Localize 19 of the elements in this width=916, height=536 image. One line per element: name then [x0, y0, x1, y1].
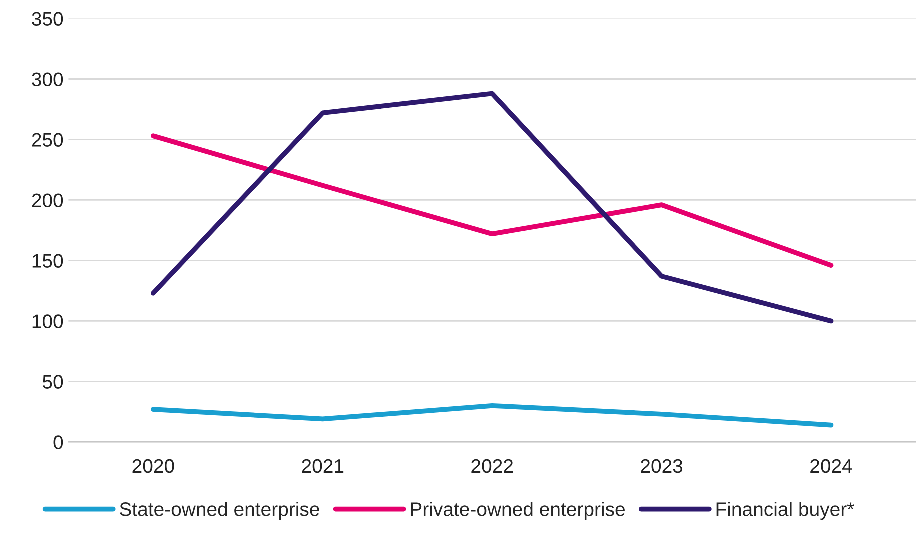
x-tick-label: 2022: [472, 459, 514, 474]
line-series: [151, 91, 834, 324]
y-tick-label: 150: [32, 254, 64, 268]
y-tick-label: 250: [32, 133, 64, 147]
y-tick-label: 100: [32, 314, 64, 328]
legend-label: Financial buyer*: [716, 502, 854, 520]
y-tick-label: 300: [32, 72, 64, 86]
x-tick-label: 2020: [132, 459, 174, 474]
x-tick-label: 2023: [641, 459, 683, 474]
x-tick-label: 2021: [302, 459, 344, 474]
legend-label: State-owned enterprise: [120, 502, 320, 520]
legend-label: Private-owned enterprise: [411, 502, 625, 520]
x-tick-label: 2024: [810, 459, 852, 474]
y-tick-label: 50: [42, 375, 64, 389]
line-series: [151, 403, 834, 428]
y-tick-label: 200: [32, 194, 64, 208]
y-tick-label: 0: [54, 436, 64, 450]
line-series: [151, 134, 834, 268]
y-tick-label: 350: [32, 12, 64, 26]
